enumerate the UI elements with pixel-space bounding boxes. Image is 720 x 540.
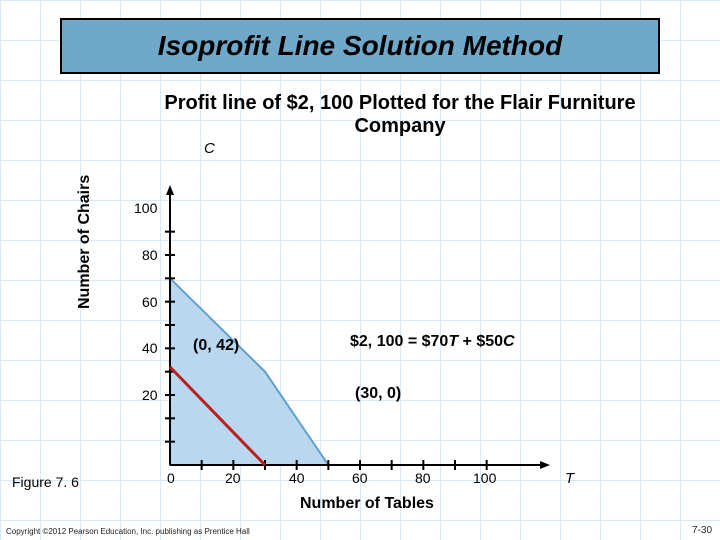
title-text: Isoprofit Line Solution Method	[158, 30, 562, 62]
y-axis-var: C	[204, 140, 215, 157]
xtick-100: 100	[473, 470, 496, 486]
point-b-label: (30, 0)	[355, 385, 401, 403]
ytick-40: 40	[142, 340, 158, 356]
xtick-0: 0	[167, 470, 175, 486]
x-axis-var: T	[565, 470, 574, 487]
y-axis-label: Number of Chairs	[76, 175, 94, 309]
page-number: 7-30	[692, 525, 712, 536]
xtick-40: 40	[289, 470, 305, 486]
title-bar: Isoprofit Line Solution Method	[60, 18, 660, 74]
point-a-label: (0, 42)	[193, 337, 239, 355]
xtick-80: 80	[415, 470, 431, 486]
xtick-20: 20	[225, 470, 241, 486]
ytick-20: 20	[142, 387, 158, 403]
subtitle: Profit line of $2, 100 Plotted for the F…	[150, 92, 650, 138]
ytick-80: 80	[142, 247, 158, 263]
equation: $2, 100 = $70T + $50C	[350, 333, 515, 351]
figure-label: Figure 7. 6	[12, 474, 79, 490]
ytick-60: 60	[142, 294, 158, 310]
chart-area	[170, 185, 550, 465]
xtick-60: 60	[352, 470, 368, 486]
x-axis-label: Number of Tables	[300, 495, 434, 513]
ytick-100: 100	[134, 200, 157, 216]
copyright: Copyright ©2012 Pearson Education, Inc. …	[6, 527, 250, 536]
